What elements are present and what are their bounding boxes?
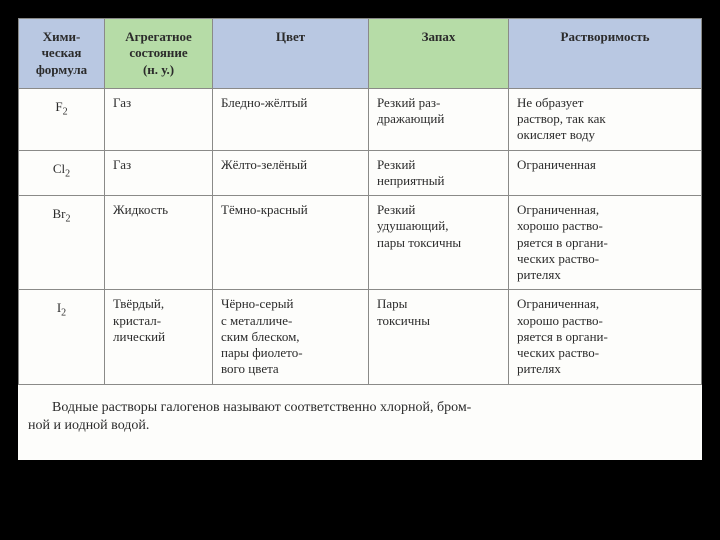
cell-smell: Парытоксичны [369, 290, 509, 384]
formula-subscript: 2 [61, 308, 66, 319]
cell-color: Бледно-жёлтый [213, 88, 369, 150]
cell-solub: Не образуетраствор, так какокисляет воду [509, 88, 702, 150]
cell-state: Твёрдый,кристал-лический [105, 290, 213, 384]
formula-subscript: 2 [65, 168, 70, 179]
cell-smell: Резкийнеприятный [369, 150, 509, 196]
footer-note: Водные растворы галогенов называют соотв… [18, 385, 702, 461]
table-row: Cl2ГазЖёлто-зелёныйРезкийнеприятныйОгран… [19, 150, 702, 196]
cell-state: Газ [105, 150, 213, 196]
cell-solub: Ограниченная,хорошо раство-ряется в орга… [509, 196, 702, 290]
cell-state: Жидкость [105, 196, 213, 290]
cell-formula: Cl2 [19, 150, 105, 196]
formula-base: Br [53, 206, 66, 221]
cell-formula: F2 [19, 88, 105, 150]
formula-subscript: 2 [63, 106, 68, 117]
table-row: I2Твёрдый,кристал-лическийЧёрно-серыйс м… [19, 290, 702, 384]
table-row: F2ГазБледно-жёлтыйРезкий раз-дражающийНе… [19, 88, 702, 150]
formula-base: F [55, 99, 62, 114]
formula-base: Cl [53, 161, 65, 176]
col-header-smell: Запах [369, 19, 509, 89]
cell-formula: Br2 [19, 196, 105, 290]
col-header-state: Агрегатноесостояние(н. у.) [105, 19, 213, 89]
formula-subscript: 2 [66, 214, 71, 225]
table-header-row: Хими-ческаяформула Агрегатноесостояние(н… [19, 19, 702, 89]
cell-solub: Ограниченная [509, 150, 702, 196]
col-header-formula: Хими-ческаяформула [19, 19, 105, 89]
table-row: Br2ЖидкостьТёмно-красныйРезкийудушающий,… [19, 196, 702, 290]
cell-solub: Ограниченная,хорошо раство-ряется в орга… [509, 290, 702, 384]
table-body: F2ГазБледно-жёлтыйРезкий раз-дражающийНе… [19, 88, 702, 384]
halogens-table: Хими-ческаяформула Агрегатноесостояние(н… [18, 18, 702, 385]
cell-state: Газ [105, 88, 213, 150]
textbook-page: Хими-ческаяформула Агрегатноесостояние(н… [18, 18, 702, 460]
col-header-color: Цвет [213, 19, 369, 89]
cell-smell: Резкий раз-дражающий [369, 88, 509, 150]
cell-color: Чёрно-серыйс металличе-ским блеском,пары… [213, 290, 369, 384]
cell-formula: I2 [19, 290, 105, 384]
cell-color: Жёлто-зелёный [213, 150, 369, 196]
cell-smell: Резкийудушающий,пары токсичны [369, 196, 509, 290]
cell-color: Тёмно-красный [213, 196, 369, 290]
col-header-solub: Растворимость [509, 19, 702, 89]
